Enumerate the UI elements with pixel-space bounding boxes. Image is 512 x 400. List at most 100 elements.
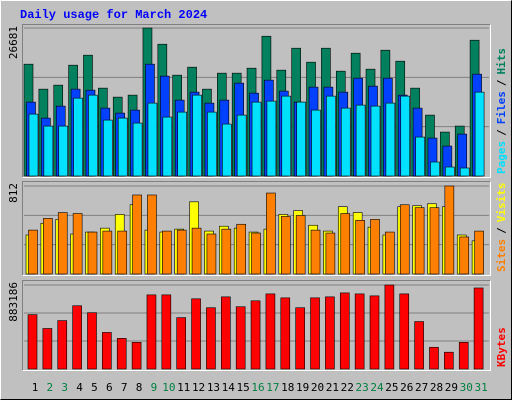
bar — [310, 297, 320, 370]
legend-entry: Hits — [495, 48, 508, 75]
bar — [235, 306, 246, 370]
bar — [354, 293, 365, 370]
bar — [355, 220, 365, 275]
x-tick-label: 13 — [207, 381, 220, 394]
bar — [131, 342, 142, 370]
bar — [444, 351, 454, 370]
x-tick-label: 19 — [296, 381, 309, 394]
x-tick-label: 8 — [136, 381, 143, 394]
bar — [176, 229, 187, 275]
bar — [473, 287, 484, 370]
legend-entry: Pages — [495, 141, 508, 174]
bar — [325, 296, 335, 370]
panel-bevel — [22, 24, 491, 178]
y-tick-label: 883186 — [7, 282, 20, 322]
bar — [72, 305, 82, 370]
bar — [27, 314, 38, 370]
x-tick-label: 20 — [311, 381, 324, 394]
bar — [415, 136, 425, 177]
legend-separator: / — [495, 227, 508, 234]
bar — [43, 125, 54, 177]
bar — [250, 300, 261, 370]
bar — [162, 230, 172, 275]
x-tick-label: 18 — [281, 381, 294, 394]
bar — [87, 312, 97, 370]
bar — [355, 104, 366, 177]
bar — [58, 125, 69, 177]
panel-bevel — [22, 24, 491, 178]
bar — [221, 296, 231, 370]
bar — [399, 293, 410, 370]
bar — [414, 207, 425, 275]
x-tick-label: 1 — [32, 381, 39, 394]
bar — [176, 317, 186, 370]
x-tick-label: 5 — [91, 381, 98, 394]
panel-bevel — [22, 181, 491, 276]
bar — [296, 101, 306, 177]
x-tick-label: 27 — [415, 381, 428, 394]
bar — [236, 223, 246, 275]
bar — [340, 213, 351, 275]
panel-bevel — [22, 280, 491, 371]
bar — [370, 219, 380, 275]
bar — [177, 111, 187, 177]
x-tick-label: 3 — [61, 381, 68, 394]
legend-entry: Visits — [495, 183, 508, 223]
x-tick-label: 30 — [460, 381, 473, 394]
bar — [429, 346, 439, 370]
legend-separator: / — [495, 129, 508, 136]
bar — [117, 230, 128, 275]
bar — [147, 194, 157, 275]
bar — [28, 113, 39, 177]
bar — [458, 342, 469, 370]
bar — [326, 95, 336, 177]
series-label: Pages / Files / Hits — [495, 48, 508, 174]
bar — [117, 117, 128, 177]
panel-bevel — [22, 181, 491, 276]
bar — [57, 320, 68, 370]
bar — [295, 307, 305, 370]
bar — [147, 102, 158, 177]
bar — [400, 95, 411, 177]
series-label: Sites / Visits — [495, 183, 508, 273]
y-tick-label: 26681 — [7, 26, 20, 59]
bar — [295, 215, 306, 275]
bar — [399, 204, 410, 275]
bar — [72, 213, 83, 275]
bar — [161, 294, 172, 370]
x-tick-label: 12 — [192, 381, 205, 394]
bar — [251, 101, 262, 177]
bar — [430, 161, 440, 177]
bar — [132, 122, 143, 177]
x-tick-label: 7 — [121, 381, 128, 394]
bar — [206, 233, 217, 275]
bar — [444, 185, 455, 275]
bar — [191, 227, 202, 275]
bar — [266, 100, 277, 177]
x-tick-label: 2 — [47, 381, 54, 394]
bar — [192, 94, 202, 177]
bar — [339, 292, 350, 370]
bar — [266, 192, 276, 275]
x-tick-label: 17 — [266, 381, 279, 394]
series-label: KBytes — [495, 327, 508, 367]
bar — [325, 232, 336, 275]
x-tick-label: 23 — [356, 381, 369, 394]
x-tick-label: 9 — [151, 381, 158, 394]
chart-title: Daily usage for March 2024 — [20, 8, 207, 22]
x-tick-label: 26 — [400, 381, 413, 394]
bar — [280, 297, 291, 370]
bar — [340, 107, 351, 177]
bar — [191, 298, 201, 370]
bar — [429, 207, 440, 275]
x-tick-label: 14 — [222, 381, 236, 394]
bar — [221, 228, 232, 275]
x-tick-label: 22 — [341, 381, 354, 394]
x-tick-label: 31 — [474, 381, 487, 394]
y-tick-label: 812 — [7, 183, 20, 203]
bar — [459, 167, 470, 177]
bar — [459, 236, 470, 275]
bar — [474, 230, 484, 275]
